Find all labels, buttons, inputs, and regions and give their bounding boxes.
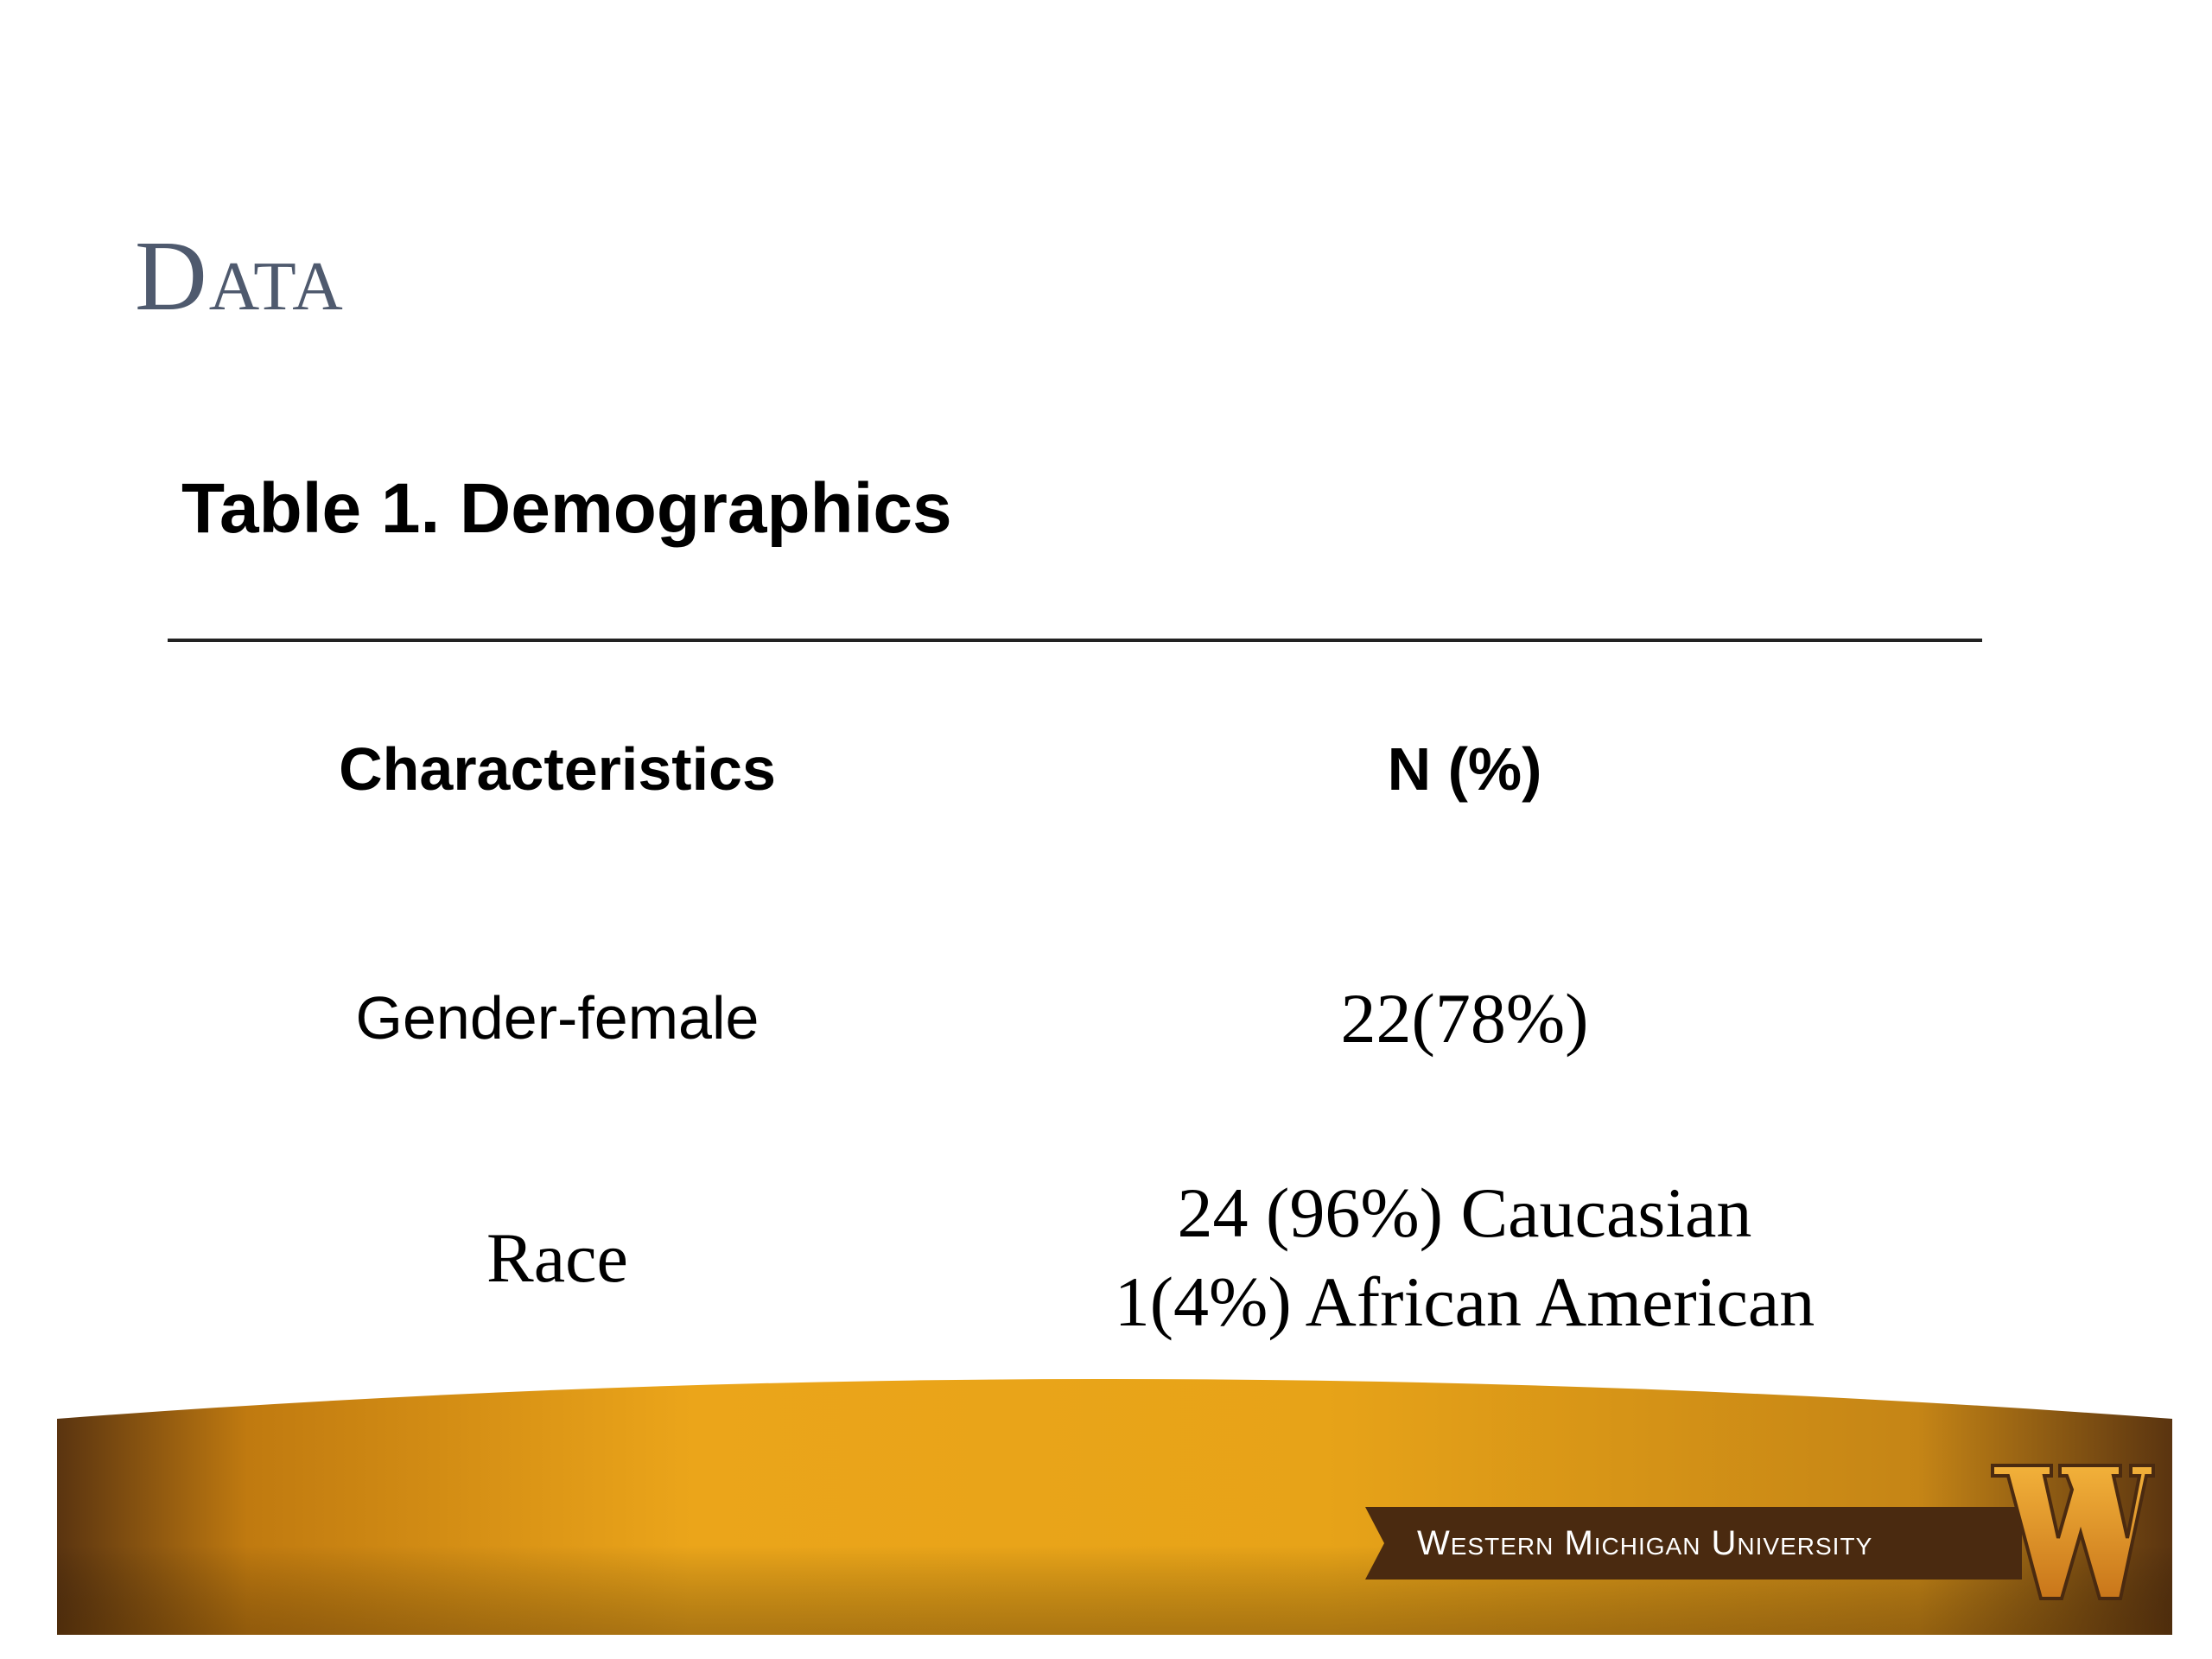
university-name: Western Michigan University — [1417, 1524, 1873, 1562]
row-race-label: Race — [486, 1218, 628, 1297]
race-value-line: 1(4%) African American — [1114, 1262, 1815, 1341]
table-top-rule — [168, 639, 1982, 642]
header-characteristics: Characteristics — [339, 735, 776, 803]
wmu-w-logo-icon — [1991, 1464, 2155, 1600]
row-gender-label: Gender-female — [355, 984, 760, 1052]
slide-title: Data — [135, 221, 345, 332]
race-value-line: 24 (96%) Caucasian — [1177, 1173, 1752, 1252]
row-gender-value: 22(78%) — [1340, 979, 1589, 1058]
header-n-percent: N (%) — [1387, 735, 1542, 803]
row-race-value: 24 (96%) Caucasian 1(4%) African America… — [1020, 1169, 1910, 1346]
table-caption: Table 1. Demographics — [181, 469, 952, 548]
university-banner — [1365, 1507, 2022, 1580]
